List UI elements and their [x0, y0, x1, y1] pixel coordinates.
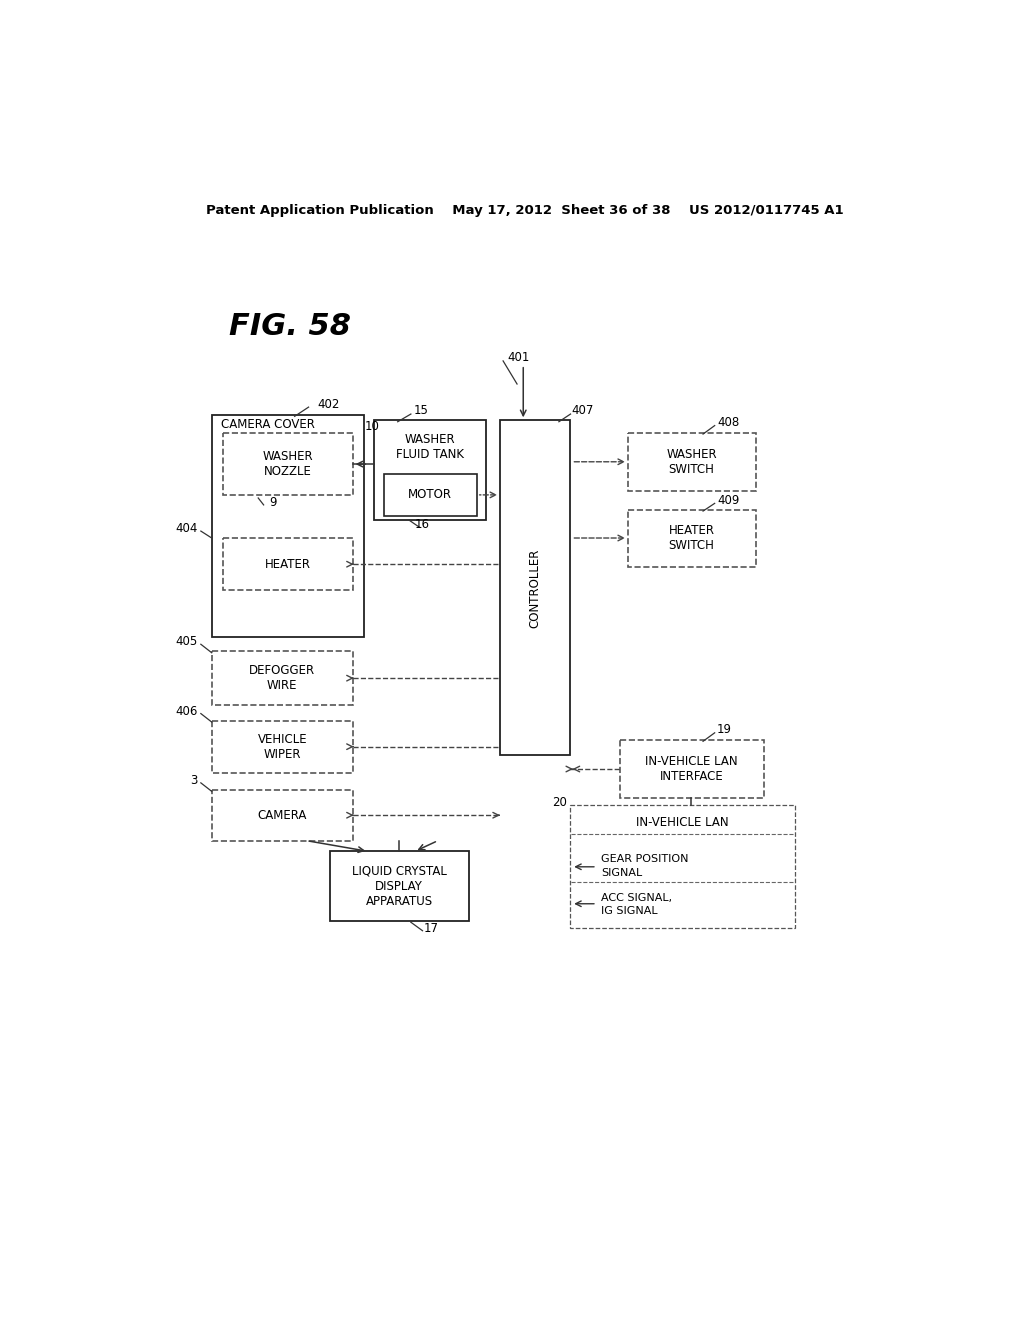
Text: 408: 408: [717, 416, 739, 429]
Text: WASHER
SWITCH: WASHER SWITCH: [667, 447, 717, 475]
Text: 407: 407: [571, 404, 594, 417]
Text: ACC SIGNAL,: ACC SIGNAL,: [601, 892, 672, 903]
Text: IN-VEHICLE LAN: IN-VEHICLE LAN: [636, 816, 728, 829]
Text: 10: 10: [365, 420, 379, 433]
Text: 19: 19: [717, 723, 732, 737]
Bar: [222, 433, 352, 495]
Text: GEAR POSITION: GEAR POSITION: [601, 854, 688, 865]
Bar: [628, 433, 756, 491]
Bar: [384, 474, 477, 516]
Text: 405: 405: [175, 635, 198, 648]
Bar: [628, 510, 756, 566]
Text: 404: 404: [175, 523, 198, 536]
Bar: [222, 539, 352, 590]
Bar: [212, 721, 352, 774]
Text: CAMERA COVER: CAMERA COVER: [221, 418, 314, 432]
Text: SIGNAL: SIGNAL: [601, 869, 642, 878]
Text: 17: 17: [424, 921, 439, 935]
Text: 406: 406: [175, 705, 198, 718]
Text: 16: 16: [415, 519, 430, 532]
Bar: [621, 739, 764, 797]
Text: 401: 401: [508, 351, 530, 363]
Bar: [375, 420, 486, 520]
Text: 402: 402: [317, 399, 340, 412]
Text: WASHER
NOZZLE: WASHER NOZZLE: [262, 450, 313, 478]
Bar: [500, 420, 569, 755]
Text: 3: 3: [190, 774, 198, 787]
Text: CAMERA: CAMERA: [258, 809, 307, 822]
Text: VEHICLE
WIPER: VEHICLE WIPER: [257, 733, 307, 760]
Text: 15: 15: [414, 404, 428, 417]
Text: MOTOR: MOTOR: [409, 488, 453, 502]
Bar: [330, 851, 469, 921]
Text: CONTROLLER: CONTROLLER: [528, 548, 542, 628]
Text: DEFOGGER
WIRE: DEFOGGER WIRE: [249, 664, 315, 692]
Text: LIQUID CRYSTAL
DISPLAY
APPARATUS: LIQUID CRYSTAL DISPLAY APPARATUS: [352, 865, 446, 908]
Text: FIG. 58: FIG. 58: [228, 312, 351, 341]
Bar: [212, 651, 352, 705]
Text: WASHER
FLUID TANK: WASHER FLUID TANK: [396, 433, 464, 461]
Text: Patent Application Publication    May 17, 2012  Sheet 36 of 38    US 2012/011774: Patent Application Publication May 17, 2…: [206, 205, 844, 218]
Text: 20: 20: [552, 796, 566, 809]
Text: 409: 409: [717, 494, 739, 507]
Bar: [212, 414, 365, 638]
Bar: [569, 805, 795, 928]
Text: IG SIGNAL: IG SIGNAL: [601, 907, 657, 916]
Text: 9: 9: [269, 496, 276, 510]
Text: HEATER: HEATER: [264, 557, 310, 570]
Text: HEATER
SWITCH: HEATER SWITCH: [669, 524, 715, 552]
Bar: [212, 789, 352, 841]
Text: IN-VEHICLE LAN
INTERFACE: IN-VEHICLE LAN INTERFACE: [645, 755, 737, 783]
